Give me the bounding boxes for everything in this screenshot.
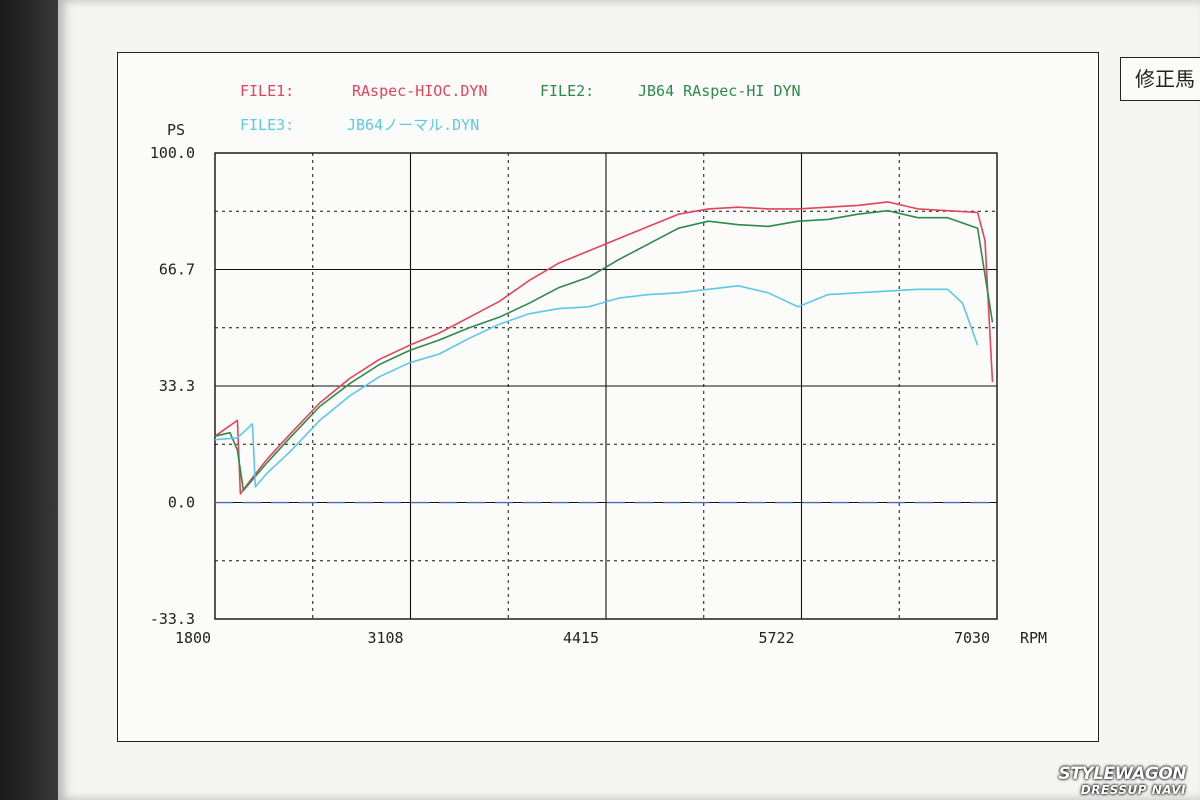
y-axis-label: PS — [167, 121, 185, 139]
legend-label-file1: FILE1: — [240, 82, 294, 100]
y-tick-label: 0.0 — [168, 494, 195, 512]
legend-filename-file3: JB64ノーマル.DYN — [347, 116, 479, 134]
watermark-line-2: DRESSUP NAVI — [1080, 783, 1186, 797]
series-line-file2 — [214, 209, 994, 492]
series-line-file3 — [214, 284, 979, 488]
legend-layer: FILE1: RAspec-HIOC.DYN FILE2: JB64 RAspec-H… — [240, 82, 801, 134]
watermark-line-1: STYLEWAGON — [1058, 764, 1186, 784]
binder-edge — [0, 0, 58, 800]
x-tick-label: 7030 — [954, 629, 990, 647]
y-tick-label: 33.3 — [159, 377, 195, 395]
corner-tag: 修正馬 — [1120, 57, 1200, 101]
y-tick-label: -33.3 — [150, 610, 195, 628]
plot-border — [214, 152, 998, 620]
x-tick-label: 4415 — [563, 629, 599, 647]
legend-filename-file1: RAspec-HIOC.DYN — [352, 82, 487, 100]
legend-label-file3: FILE3: — [240, 116, 294, 134]
x-tick-label: 5722 — [758, 629, 794, 647]
series-line-file1 — [214, 201, 994, 495]
chart-frame — [117, 52, 1099, 742]
series-layer — [214, 201, 994, 495]
legend-filename-file2: JB64 RAspec-HI DYN — [638, 82, 801, 100]
grid-layer — [214, 152, 998, 620]
watermark-logo: STYLEWAGON DRESSUP NAVI — [1058, 764, 1186, 797]
x-tick-label: 3108 — [367, 629, 403, 647]
legend-label-file2: FILE2: — [540, 82, 594, 100]
y-tick-label: 66.7 — [159, 260, 195, 278]
x-axis-label: RPM — [1020, 629, 1047, 647]
x-tick-label: 1800 — [175, 629, 211, 647]
y-tick-label: 100.0 — [150, 144, 195, 162]
